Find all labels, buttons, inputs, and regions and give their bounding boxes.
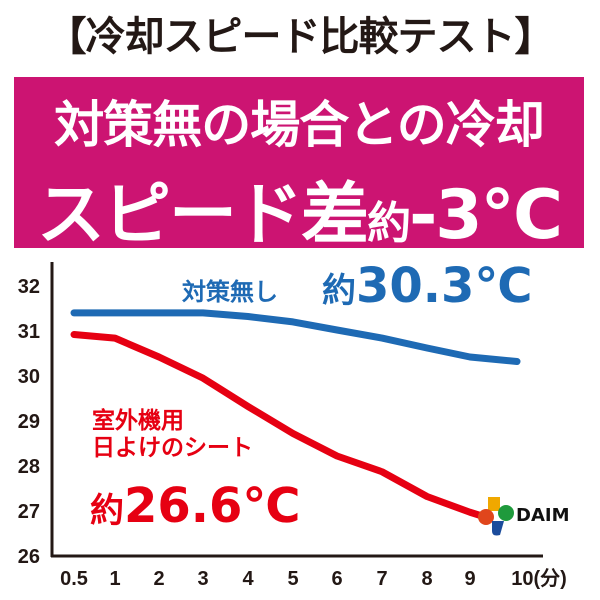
- series-label-no-measure: 対策無し: [182, 278, 278, 306]
- banner-line2: スピード差約-3℃: [14, 159, 584, 258]
- logo-orange-petal: [478, 509, 494, 525]
- x-tick-label: 8: [421, 568, 432, 590]
- page-title: 【冷却スピード比較テスト】: [46, 14, 555, 60]
- x-tick-label: 2: [153, 568, 164, 590]
- series-label-line1: 室外機用: [92, 408, 184, 434]
- x-tick-label: 0.5: [60, 568, 88, 590]
- x-tick-label: 7: [376, 568, 387, 590]
- approx-prefix: 約: [90, 491, 124, 531]
- series-label-sheet: 室外機用 日よけのシート: [92, 408, 253, 462]
- banner-speed-diff: スピード差: [37, 176, 369, 255]
- annotation-value: 30.3℃: [356, 258, 533, 314]
- annotation-no-measure: 約30.3℃: [322, 258, 533, 314]
- x-tick-label: 4: [242, 568, 254, 590]
- y-tick-label: 29: [18, 411, 40, 433]
- banner-value: -3℃: [409, 176, 563, 255]
- series-line-0: [70, 309, 521, 365]
- x-tick-label: 10(分): [511, 567, 567, 590]
- y-tick-label: 28: [18, 456, 40, 478]
- y-tick-label: 30: [18, 366, 40, 388]
- x-tick-label: 9: [464, 568, 475, 590]
- approx-prefix: 約: [322, 271, 356, 311]
- logo-blue-petal: [492, 521, 504, 536]
- banner-approx: 約: [367, 198, 411, 249]
- x-tick-label: 3: [197, 568, 208, 590]
- x-tick-label: 1: [109, 568, 120, 590]
- logo-yellow-petal: [488, 497, 500, 511]
- series-line-1: [70, 331, 484, 519]
- annotation-value: 26.6℃: [124, 478, 301, 534]
- series-label-line2: 日よけのシート: [92, 435, 253, 461]
- y-tick-label: 31: [18, 321, 40, 343]
- x-tick-label: 6: [331, 568, 342, 590]
- headline-banner: 対策無の場合との冷却 スピード差約-3℃: [14, 77, 584, 255]
- y-tick-label: 26: [18, 546, 40, 568]
- logo-text: DAIM: [516, 505, 569, 526]
- y-tick-label: 27: [18, 501, 40, 523]
- y-tick-label: 32: [18, 276, 40, 298]
- x-tick-label: 5: [287, 568, 298, 590]
- annotation-sheet: 約26.6℃: [90, 478, 301, 534]
- logo-green-petal: [498, 505, 514, 521]
- banner-line1: 対策無の場合との冷却: [54, 96, 545, 154]
- daim-logo: DAIM: [478, 495, 593, 544]
